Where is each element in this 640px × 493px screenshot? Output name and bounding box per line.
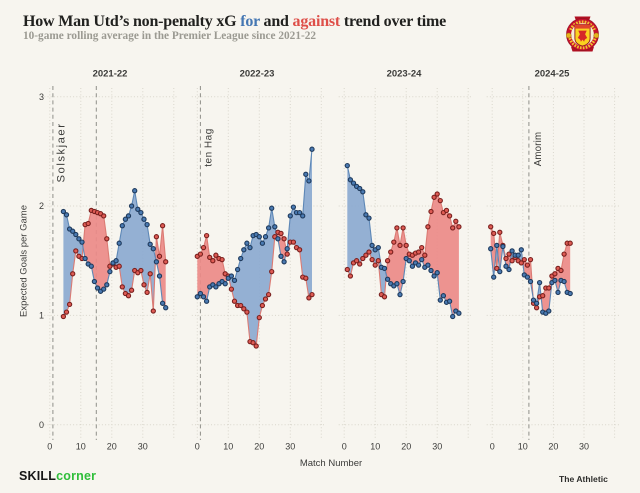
svg-text:Solskjaer: Solskjaer	[56, 123, 68, 183]
svg-text:Match Number: Match Number	[300, 458, 362, 469]
svg-text:Amorim: Amorim	[533, 132, 544, 167]
svg-text:2024-25: 2024-25	[535, 69, 571, 80]
svg-text:20: 20	[548, 442, 558, 452]
svg-text:3: 3	[39, 92, 44, 102]
svg-text:10: 10	[370, 442, 380, 452]
svg-text:10: 10	[223, 442, 233, 452]
svg-text:30: 30	[579, 442, 589, 452]
svg-text:0: 0	[47, 442, 52, 452]
svg-text:20: 20	[401, 442, 411, 452]
svg-text:2021-22: 2021-22	[93, 69, 128, 80]
svg-text:Expected Goals per Game: Expected Goals per Game	[19, 205, 30, 317]
svg-text:0: 0	[39, 420, 44, 430]
svg-text:20: 20	[107, 442, 117, 452]
svg-text:1: 1	[39, 311, 44, 321]
svg-text:0: 0	[490, 442, 495, 452]
svg-text:0: 0	[195, 442, 200, 452]
svg-text:2022-23: 2022-23	[240, 69, 275, 80]
svg-text:0: 0	[342, 442, 347, 452]
svg-text:10: 10	[76, 442, 86, 452]
svg-text:30: 30	[432, 442, 442, 452]
svg-text:30: 30	[285, 442, 295, 452]
svg-text:2: 2	[39, 201, 44, 211]
svg-text:ten Hag: ten Hag	[204, 128, 215, 167]
svg-text:10: 10	[518, 442, 528, 452]
svg-text:20: 20	[254, 442, 264, 452]
svg-text:30: 30	[138, 442, 148, 452]
svg-text:2023-24: 2023-24	[387, 69, 423, 80]
